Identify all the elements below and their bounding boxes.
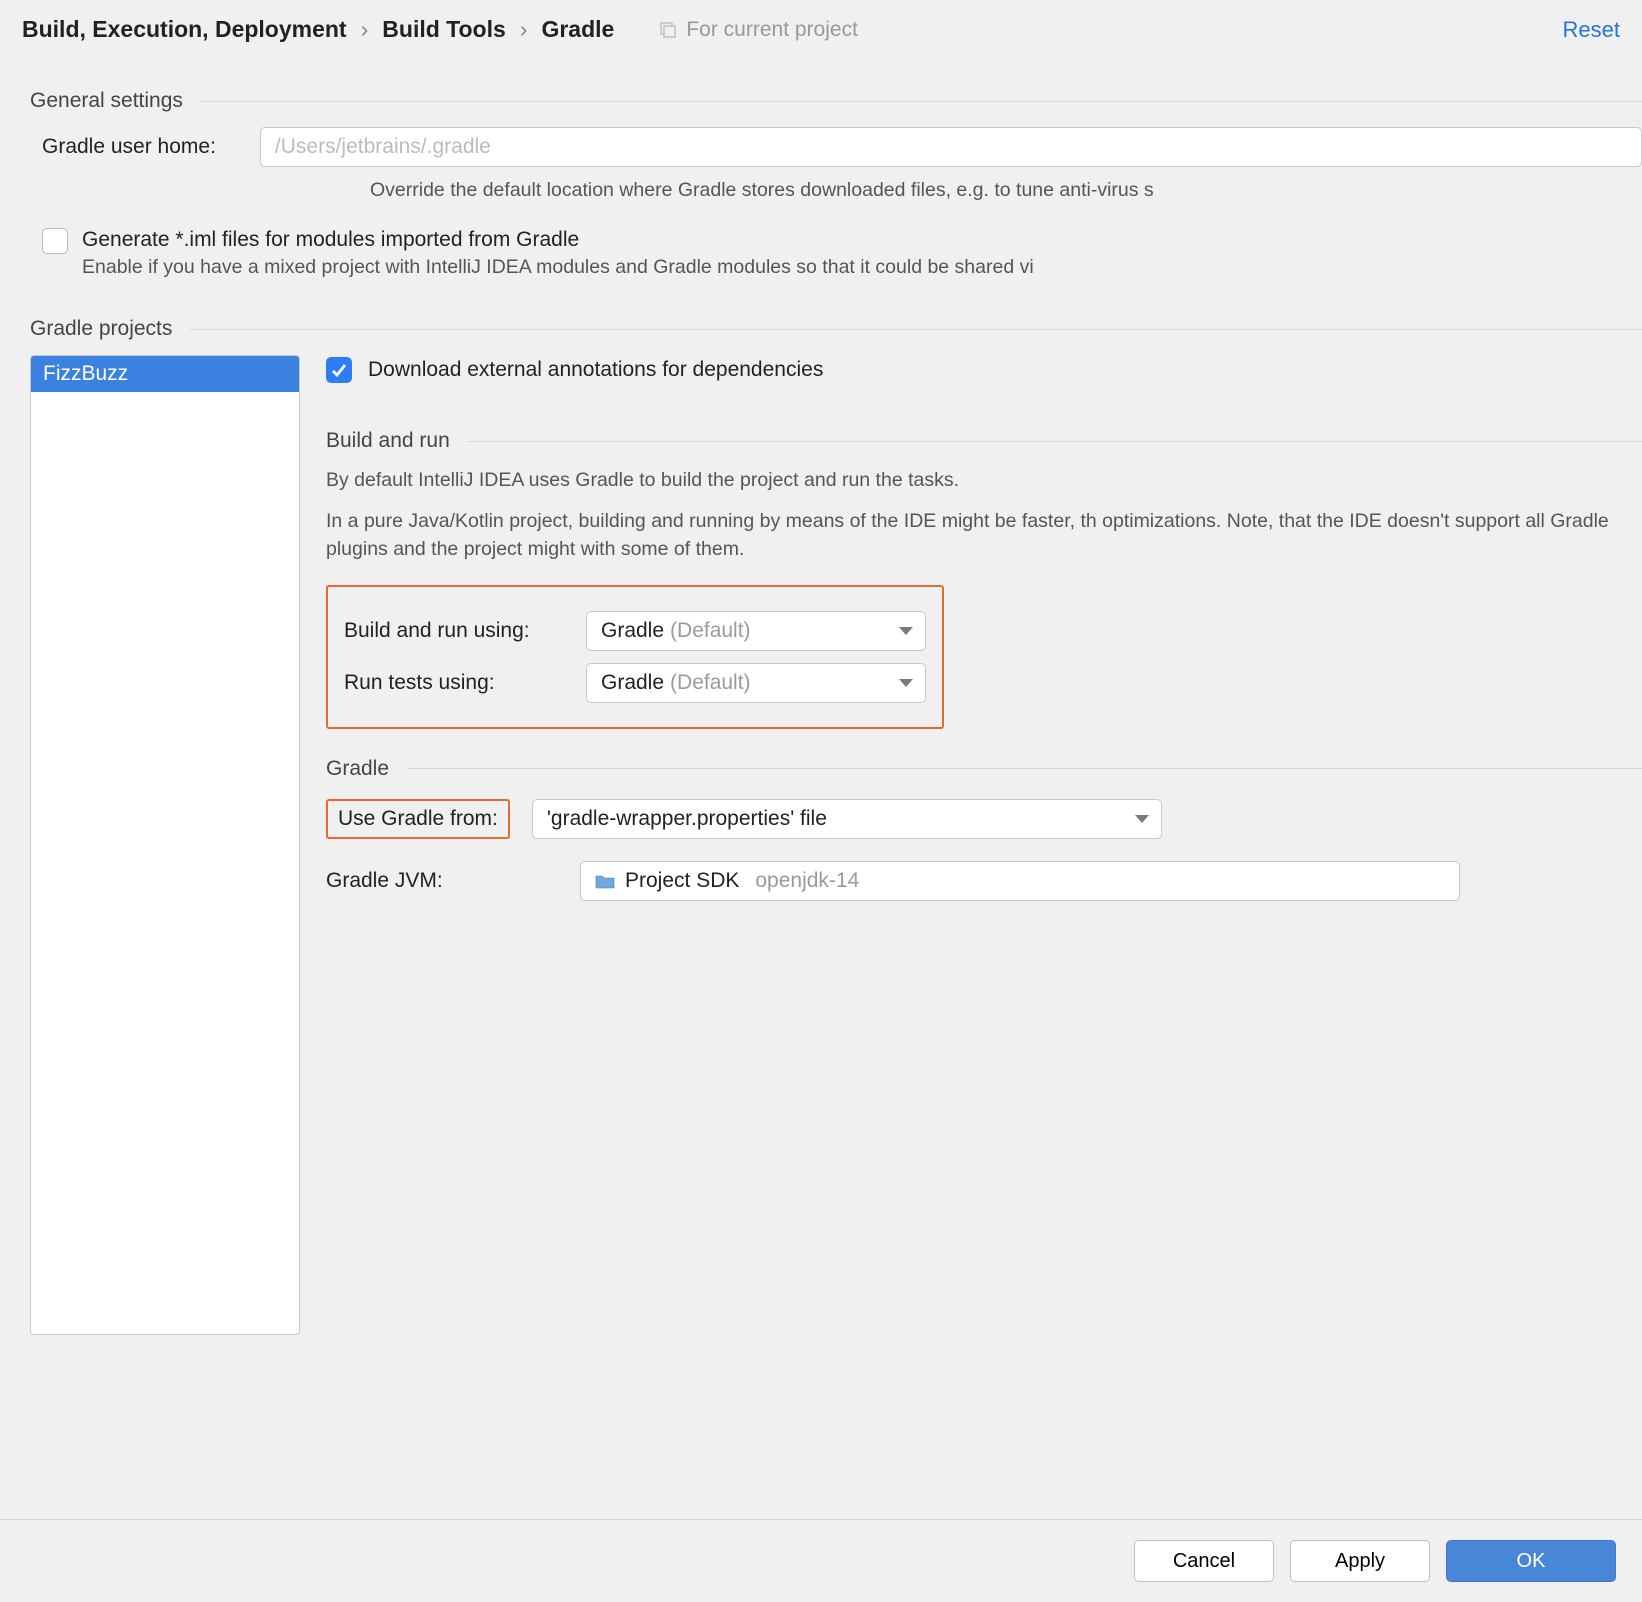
project-list-item[interactable]: FizzBuzz xyxy=(31,356,299,392)
breadcrumb-item[interactable]: Build, Execution, Deployment xyxy=(22,16,347,43)
copy-icon xyxy=(658,20,678,40)
folder-icon xyxy=(595,873,615,889)
section-title-projects: Gradle projects xyxy=(30,317,190,341)
gradle-jvm-select[interactable]: Project SDK openjdk-14 xyxy=(580,861,1460,901)
gradle-project-list[interactable]: FizzBuzz xyxy=(30,355,300,1335)
build-using-select[interactable]: Gradle (Default) xyxy=(586,611,926,651)
breadcrumb-item[interactable]: Build Tools xyxy=(382,16,506,43)
apply-button[interactable]: Apply xyxy=(1290,1540,1430,1582)
ok-button[interactable]: OK xyxy=(1446,1540,1616,1582)
generate-iml-help: Enable if you have a mixed project with … xyxy=(82,256,1034,279)
download-annotations-label: Download external annotations for depend… xyxy=(368,358,823,382)
download-annotations-checkbox[interactable] xyxy=(326,357,352,383)
divider xyxy=(190,329,1642,330)
section-title-general: General settings xyxy=(30,89,201,113)
settings-header: Build, Execution, Deployment › Build Too… xyxy=(0,0,1642,51)
chevron-down-icon xyxy=(899,627,913,635)
generate-iml-label: Generate *.iml files for modules importe… xyxy=(82,228,1034,252)
build-run-highlight-box: Build and run using: Gradle (Default) Ru… xyxy=(326,585,944,729)
use-gradle-from-highlight: Use Gradle from: xyxy=(326,799,510,839)
breadcrumb-item[interactable]: Gradle xyxy=(541,16,614,43)
gradle-jvm-label: Gradle JVM: xyxy=(326,869,558,893)
cancel-button[interactable]: Cancel xyxy=(1134,1540,1274,1582)
divider xyxy=(201,101,1642,102)
gradle-user-home-input[interactable] xyxy=(260,127,1642,167)
section-title-gradle: Gradle xyxy=(326,757,407,781)
divider xyxy=(407,768,1642,769)
build-using-label: Build and run using: xyxy=(344,619,564,643)
breadcrumb: Build, Execution, Deployment › Build Too… xyxy=(22,16,1523,43)
build-run-desc-2: In a pure Java/Kotlin project, building … xyxy=(326,508,1642,563)
chevron-down-icon xyxy=(1135,815,1149,823)
tests-using-select[interactable]: Gradle (Default) xyxy=(586,663,926,703)
use-gradle-from-select[interactable]: 'gradle-wrapper.properties' file xyxy=(532,799,1162,839)
scope-label: For current project xyxy=(658,18,858,42)
tests-using-label: Run tests using: xyxy=(344,671,564,695)
gradle-user-home-help: Override the default location where Grad… xyxy=(370,179,1642,202)
generate-iml-checkbox[interactable] xyxy=(42,228,68,254)
divider xyxy=(468,441,1642,442)
dialog-footer: Cancel Apply OK xyxy=(0,1519,1642,1602)
section-title-build-run: Build and run xyxy=(326,429,468,453)
breadcrumb-sep: › xyxy=(361,16,369,43)
reset-link[interactable]: Reset xyxy=(1563,17,1620,43)
breadcrumb-sep: › xyxy=(520,16,528,43)
gradle-user-home-label: Gradle user home: xyxy=(42,135,216,159)
use-gradle-from-label: Use Gradle from: xyxy=(338,807,498,830)
chevron-down-icon xyxy=(899,679,913,687)
build-run-desc-1: By default IntelliJ IDEA uses Gradle to … xyxy=(326,467,1642,494)
